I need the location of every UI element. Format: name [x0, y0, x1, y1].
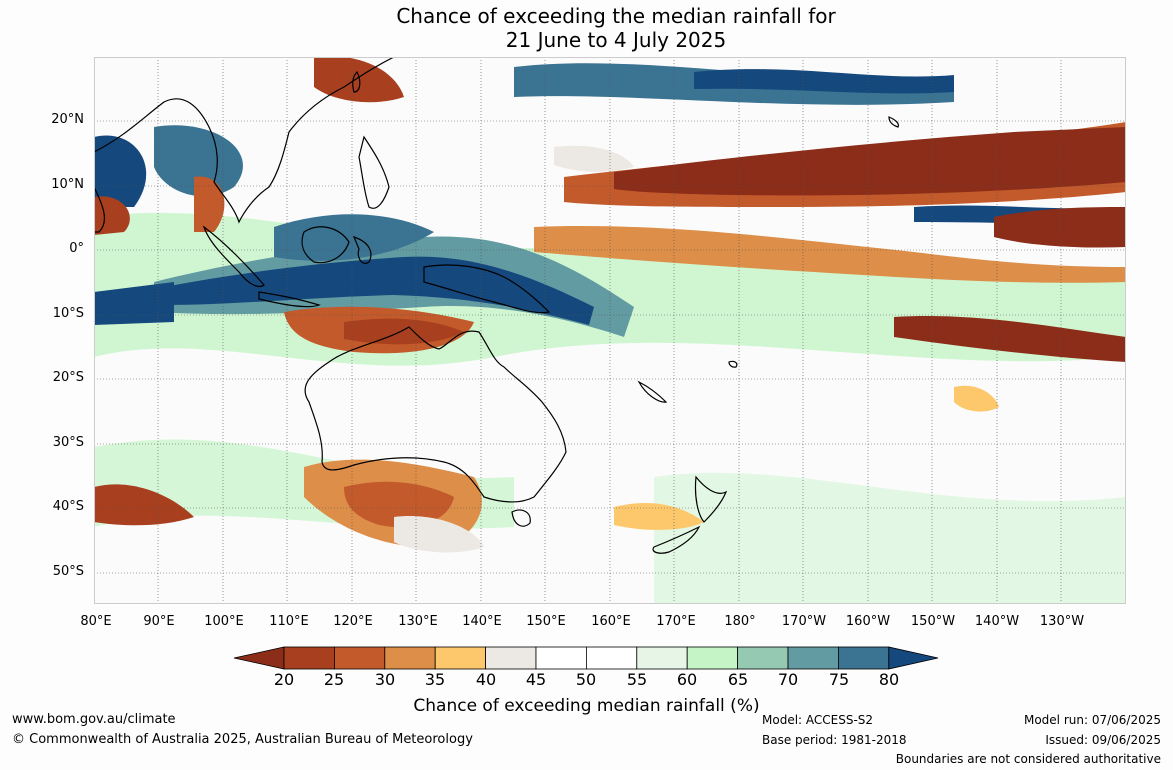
colorbar-tick-40: 40 — [475, 670, 497, 689]
lat-label-0: 0° — [69, 241, 84, 256]
java-coastline — [258, 291, 321, 308]
lat-label-20s: 20°S — [52, 370, 84, 385]
india-coastline — [94, 186, 106, 233]
new-caledonia-coastline — [637, 380, 668, 403]
lat-label-40s: 40°S — [52, 499, 84, 514]
colorbar-swatch-35-40 — [434, 646, 486, 670]
colorbar-tick-75: 75 — [828, 670, 850, 689]
title-line-1: Chance of exceeding the median rainfall … — [396, 4, 836, 28]
colorbar-tick-20: 20 — [273, 670, 295, 689]
colorbar-tick-30: 30 — [374, 670, 396, 689]
lon-label-170w: 170°W — [781, 614, 827, 629]
lat-label-10s: 10°S — [52, 306, 84, 321]
colorbar-low-arrow — [233, 646, 285, 670]
australia-coastline — [304, 326, 567, 503]
lon-label-150e: 150°E — [526, 614, 566, 629]
gridlines — [94, 57, 1126, 604]
rainfall-map-svg — [94, 57, 1126, 604]
map-title: Chance of exceeding the median rainfall … — [0, 4, 1173, 52]
colorbar-swatch-25-30 — [334, 646, 386, 670]
colorbar-swatch-60-65 — [686, 646, 739, 670]
colorbar-svg — [233, 646, 939, 670]
lat-label-50s: 50°S — [52, 564, 84, 579]
colorbar-high-arrow — [888, 646, 939, 670]
lon-label-90e: 90°E — [143, 614, 175, 629]
colorbar-tick-80: 80 — [878, 670, 900, 689]
colorbar-swatch-70-75 — [787, 646, 839, 670]
model-run-text: Model run: 07/06/2025 — [1023, 713, 1161, 727]
lon-label-80e: 80°E — [80, 614, 112, 629]
rainfall-map — [94, 57, 1126, 604]
lat-label-20n: 20°N — [51, 112, 84, 127]
lon-label-110e: 110°E — [269, 614, 309, 629]
colorbar-swatch-20-25 — [283, 646, 335, 670]
lat-label-10n: 10°N — [51, 177, 84, 192]
borneo-coastline — [301, 226, 350, 264]
colorbar-swatch-55-60 — [636, 646, 688, 670]
lon-label-130e: 130°E — [398, 614, 438, 629]
title-line-2: 21 June to 4 July 2025 — [505, 28, 727, 52]
colorbar-tick-65: 65 — [727, 670, 749, 689]
website-text: www.bom.gov.au/climate — [12, 712, 176, 727]
taiwan-coastline — [352, 70, 361, 93]
lon-label-140w: 140°W — [974, 614, 1020, 629]
lon-label-160e: 160°E — [591, 614, 631, 629]
fiji-coastline — [728, 360, 738, 368]
colorbar-tick-60: 60 — [676, 670, 698, 689]
new-zealand-south-coastline — [652, 525, 701, 554]
colorbar-label: Chance of exceeding median rainfall (%) — [413, 696, 760, 716]
new-guinea-coastline — [423, 264, 551, 314]
colorbar-swatch-30-35 — [384, 646, 436, 670]
colorbar-swatch-50-55 — [585, 646, 638, 670]
lon-label-180: 180° — [724, 614, 756, 629]
philippines-coastline — [358, 135, 390, 209]
colorbar-tick-50: 50 — [575, 670, 597, 689]
colorbar — [232, 645, 940, 671]
lat-label-30s: 30°S — [52, 435, 84, 450]
new-zealand-north-coastline — [694, 475, 728, 523]
colorbar-tick-45: 45 — [525, 670, 547, 689]
lon-label-170e: 170°E — [656, 614, 696, 629]
model-text: Model: ACCESS-S2 — [762, 713, 874, 727]
colorbar-tick-25: 25 — [323, 670, 345, 689]
asia-mainland-coastline — [94, 57, 395, 224]
colorbar-swatch-40-45 — [485, 646, 537, 670]
colorbar-swatch-75-80 — [838, 646, 890, 670]
disclaimer-text: Boundaries are not considered authoritat… — [895, 752, 1161, 766]
lon-label-140e: 140°E — [462, 614, 502, 629]
base-period-text: Base period: 1981-2018 — [762, 733, 907, 747]
hawaii-coastline — [888, 116, 899, 128]
colorbar-tick-35: 35 — [424, 670, 446, 689]
colorbar-tick-55: 55 — [626, 670, 648, 689]
lon-label-120e: 120°E — [333, 614, 373, 629]
issued-text: Issued: 09/06/2025 — [1045, 733, 1161, 747]
lon-label-130w: 130°W — [1039, 614, 1085, 629]
sumatra-coastline — [202, 225, 265, 288]
colorbar-swatch-45-50 — [535, 646, 587, 670]
copyright-text: © Commonwealth of Australia 2025, Austra… — [12, 732, 473, 747]
colorbar-tick-70: 70 — [777, 670, 799, 689]
lon-label-150w: 150°W — [910, 614, 956, 629]
colorbar-swatch-65-70 — [737, 646, 789, 670]
lon-label-160w: 160°W — [845, 614, 891, 629]
lon-label-100e: 100°E — [204, 614, 244, 629]
coastlines — [94, 57, 899, 554]
tasmania-coastline — [511, 509, 531, 527]
sulawesi-coastline — [352, 236, 372, 264]
